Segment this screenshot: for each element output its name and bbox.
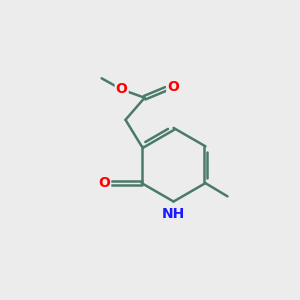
Text: O: O xyxy=(167,80,179,94)
Text: O: O xyxy=(116,82,127,97)
Text: NH: NH xyxy=(162,207,185,221)
Text: O: O xyxy=(98,176,110,190)
